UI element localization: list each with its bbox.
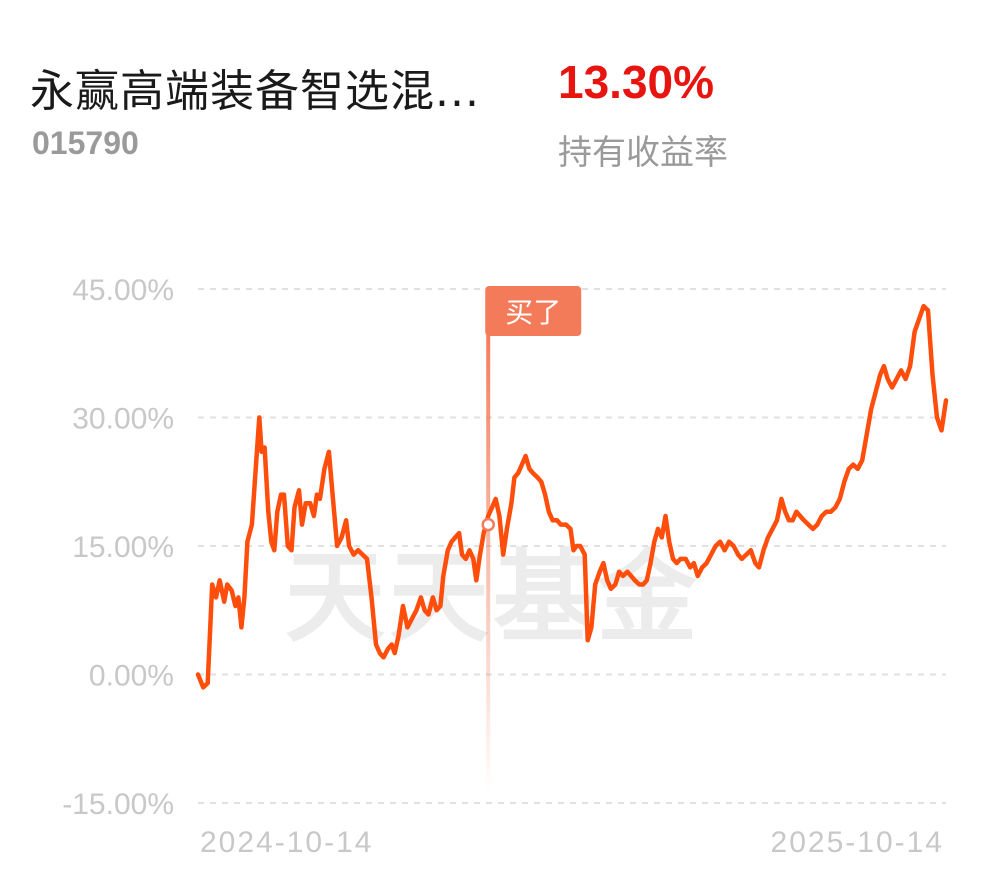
buy-marker[interactable]: 买了 — [485, 286, 582, 795]
buy-label: 买了 — [505, 296, 561, 329]
buy-point — [481, 517, 495, 532]
fund-name: 永赢高端装备智选混... — [30, 66, 480, 117]
holding-return-value: 13.30% — [558, 56, 715, 108]
x-tick-label-start: 2024-10-14 — [200, 826, 373, 859]
holding-return-label: 持有收益率 — [558, 133, 728, 173]
y-axis-labels: 45.00% 30.00% 15.00% 0.00% -15.00% — [62, 274, 174, 821]
y-tick-label: 15.00% — [72, 531, 174, 564]
y-tick-label: 45.00% — [72, 274, 174, 307]
fund-code: 015790 — [32, 125, 139, 161]
buy-label-box[interactable] — [485, 286, 582, 336]
buy-marker-line — [486, 330, 491, 795]
y-tick-label: 0.00% — [89, 660, 174, 693]
x-tick-label-end: 2025-10-14 — [771, 826, 944, 859]
watermark: 天天基金 — [285, 538, 701, 656]
y-tick-label: 30.00% — [72, 403, 174, 436]
return-series-line — [195, 303, 949, 690]
y-tick-label: -15.00% — [62, 788, 174, 821]
x-axis-labels: 2024-10-14 2025-10-14 — [200, 826, 944, 859]
